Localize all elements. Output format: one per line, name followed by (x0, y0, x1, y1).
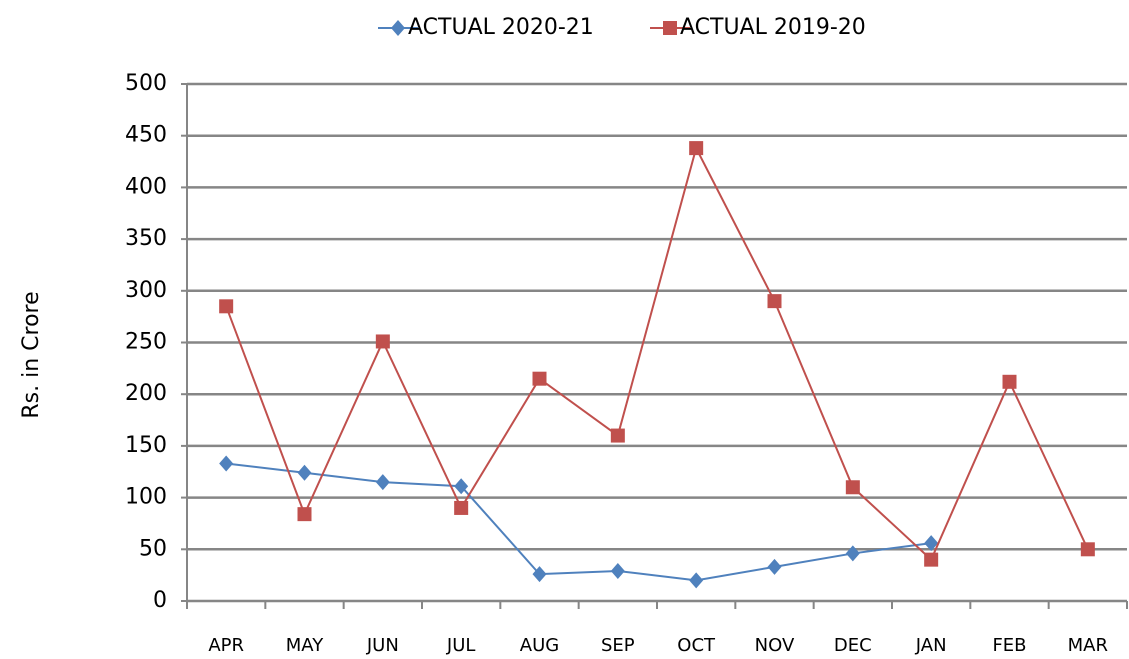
x-tick-label: OCT (677, 635, 716, 656)
marker (610, 563, 625, 580)
marker (924, 552, 939, 567)
series-line (226, 462, 932, 582)
legend-label: ACTUAL 2019-20 (680, 15, 866, 40)
x-tick-label: MAR (1068, 635, 1108, 656)
x-tick-label: FEB (992, 635, 1026, 656)
marker (375, 474, 390, 491)
marker (689, 572, 704, 589)
y-tick-label: 400 (125, 174, 167, 199)
marker (845, 480, 860, 495)
marker (1080, 542, 1095, 557)
x-tick-label: SEP (601, 635, 635, 656)
marker (375, 334, 390, 349)
legend-marker (391, 20, 405, 36)
marker (454, 478, 469, 495)
y-tick-label: 350 (125, 226, 167, 251)
x-tick-label: DEC (834, 635, 872, 656)
y-tick-label: 50 (139, 536, 167, 561)
marker (219, 455, 234, 472)
y-tick-label: 500 (125, 71, 167, 96)
legend-marker (663, 21, 677, 35)
y-axis-label: Rs. in Crore (19, 291, 44, 418)
x-tick-label: APR (208, 635, 244, 656)
marker (297, 507, 312, 522)
marker (845, 545, 860, 562)
y-tick-label: 100 (125, 485, 167, 510)
marker (297, 464, 312, 481)
legend-label: ACTUAL 2020-21 (408, 15, 594, 40)
y-tick-label: 250 (125, 330, 167, 355)
x-tick-label: MAY (286, 635, 324, 656)
marker (454, 500, 469, 515)
y-tick-label: 0 (153, 588, 167, 613)
marker (610, 428, 625, 443)
marker (1002, 374, 1017, 389)
marker (219, 299, 234, 314)
marker (532, 371, 547, 386)
x-tick-label: AUG (520, 635, 559, 656)
y-tick-label: 300 (125, 278, 167, 303)
marker (689, 141, 704, 156)
y-tick-label: 450 (125, 123, 167, 148)
x-tick-label: JUN (366, 635, 399, 656)
marker (767, 294, 782, 309)
y-tick-label: 150 (125, 433, 167, 458)
x-tick-label: NOV (755, 635, 795, 656)
series-line (225, 145, 1089, 562)
y-tick-label: 200 (125, 381, 167, 406)
marker (532, 566, 547, 583)
x-tick-label: JAN (915, 635, 947, 656)
marker (924, 535, 939, 552)
marker (767, 558, 782, 575)
x-tick-label: JUL (446, 635, 476, 656)
